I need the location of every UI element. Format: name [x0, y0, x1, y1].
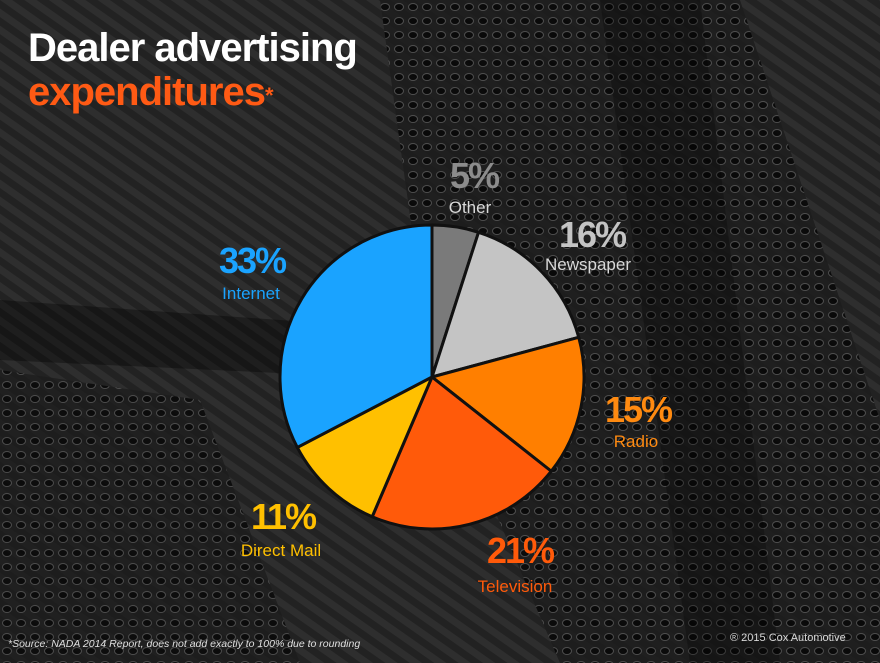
copyright-notice: ® 2015 Cox Automotive	[730, 632, 846, 644]
value-label-radio: 15%	[605, 389, 673, 430]
value-label-other: 5%	[450, 155, 500, 196]
category-label-television: Television	[478, 577, 553, 596]
pie-slice-internet	[278, 223, 434, 449]
category-label-newspaper: Newspaper	[545, 255, 631, 274]
slide-title-line1: Dealer advertising	[28, 26, 358, 70]
value-label-television: 21%	[487, 530, 555, 571]
category-label-direct-mail: Direct Mail	[241, 541, 321, 560]
slide-title-line2-text: expenditures	[28, 70, 266, 114]
slide-title-line2: expenditures*	[28, 70, 273, 114]
value-label-direct-mail: 11%	[251, 496, 317, 537]
value-label-internet: 33%	[219, 240, 287, 281]
category-label-radio: Radio	[614, 432, 658, 451]
category-label-other: Other	[449, 198, 492, 217]
pie-slice-direct-mail	[295, 375, 434, 519]
value-label-newspaper: 16%	[559, 214, 627, 255]
title-asterisk: *	[264, 83, 274, 108]
category-label-internet: Internet	[222, 284, 280, 303]
source-footnote: *Source: NADA 2014 Report, does not add …	[8, 638, 361, 650]
pie-slice-radio	[430, 335, 586, 473]
pie-slice-newspaper	[430, 230, 581, 379]
